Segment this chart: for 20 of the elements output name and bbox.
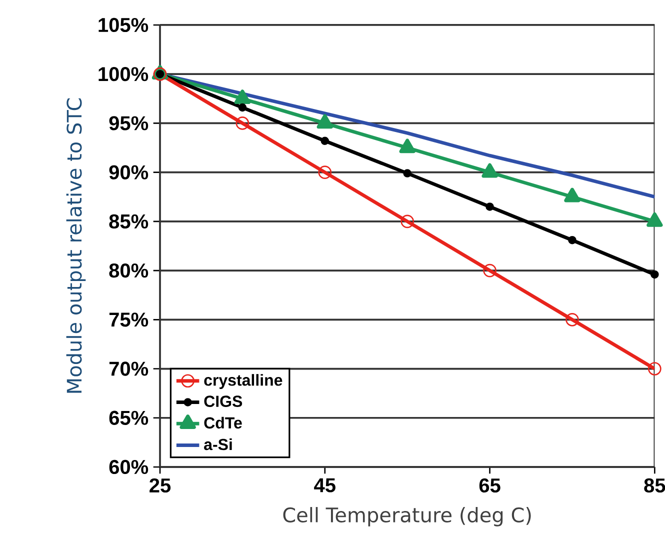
y-tick-label: 100%: [98, 67, 148, 82]
y-tick-label: 60%: [109, 460, 148, 474]
y-tick-label: 75%: [109, 312, 148, 327]
legend-label: CIGS: [204, 396, 242, 407]
x-tick-label: 65: [479, 478, 500, 493]
y-tick-label: 70%: [109, 362, 148, 376]
y-tick-label: 80%: [109, 263, 148, 278]
y-tick-label: 95%: [109, 116, 148, 130]
y-tick-label: 90%: [109, 165, 148, 180]
y-tick-label: 85%: [109, 214, 148, 229]
x-tick-label: 25: [150, 478, 171, 493]
legend-label: a-Si: [204, 438, 232, 450]
y-tick-label: 105%: [98, 18, 148, 32]
x-axis-title: Cell Temperature (deg C): [283, 507, 531, 526]
x-tick-label: 85: [644, 478, 665, 493]
y-tick-label: 65%: [109, 410, 148, 425]
x-tick-label: 45: [314, 478, 336, 492]
legend-label: crystalline: [204, 374, 282, 389]
y-axis-title: Module output relative to STC: [66, 98, 86, 393]
legend-label: CdTe: [204, 416, 242, 429]
